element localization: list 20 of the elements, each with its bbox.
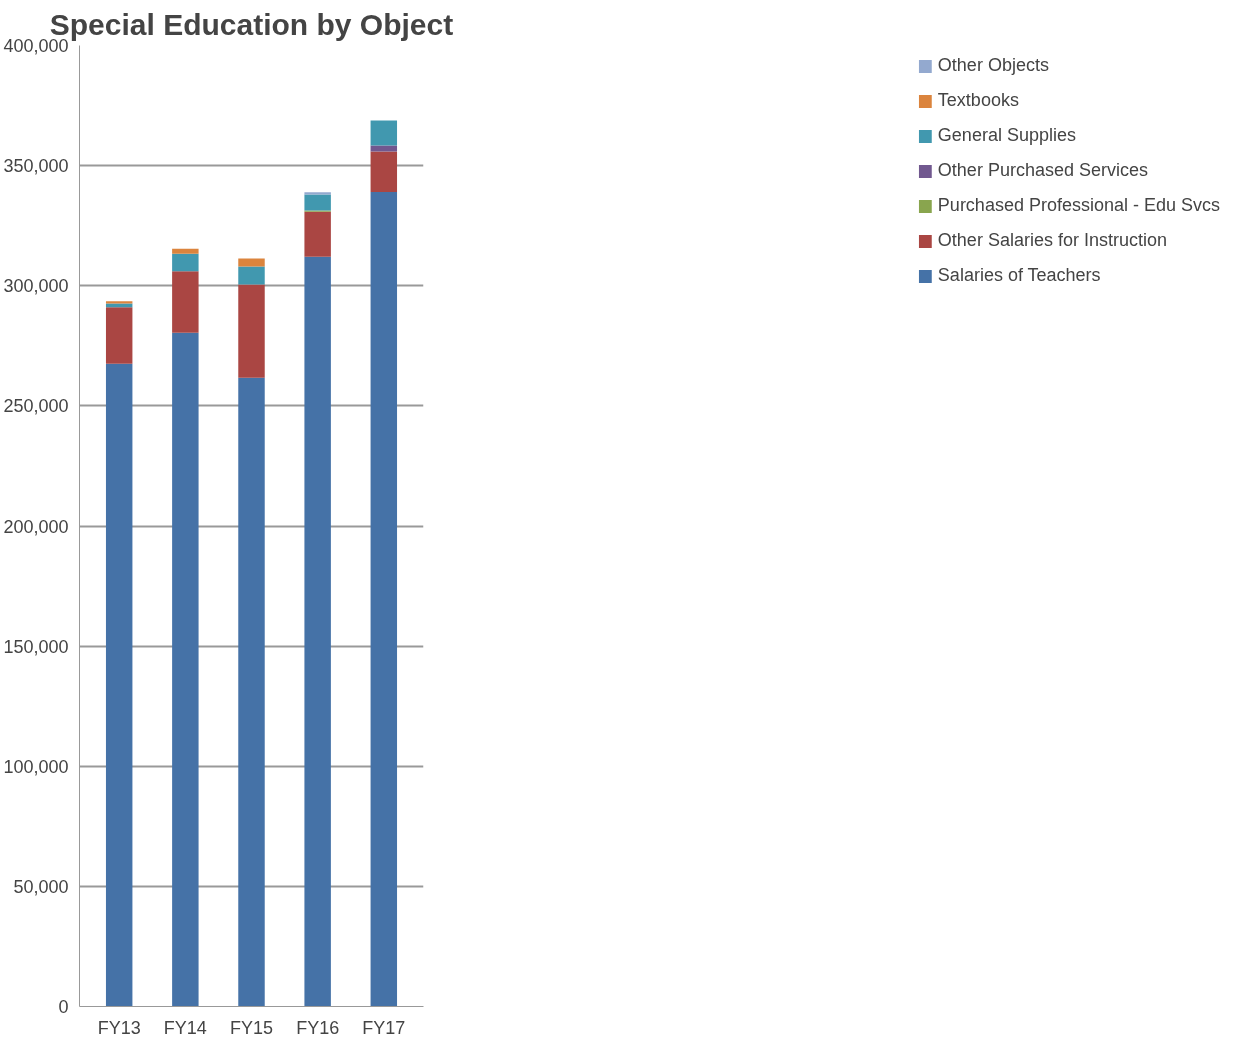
- y-tick-label: 300,000: [3, 276, 69, 297]
- legend-label: Salaries of Teachers: [937, 265, 1101, 286]
- y-tick-label: 100,000: [3, 756, 69, 777]
- x-tick-label: FY14: [163, 1017, 207, 1038]
- x-tick-label: FY17: [362, 1017, 406, 1038]
- legend-label: Other Purchased Services: [937, 160, 1148, 181]
- y-tick-label: 250,000: [3, 396, 69, 417]
- x-tick-label: FY15: [229, 1017, 274, 1038]
- y-tick-label: 150,000: [3, 636, 69, 657]
- legend-label: General Supplies: [937, 125, 1076, 146]
- x-tick-label: FY13: [97, 1017, 141, 1038]
- legend-label: Other Salaries for Instruction: [937, 230, 1167, 251]
- y-tick-label: 200,000: [3, 516, 69, 537]
- y-tick-label: 0: [58, 997, 69, 1017]
- y-tick-label: 50,000: [13, 876, 69, 897]
- x-tick-label: FY16: [296, 1017, 340, 1038]
- legend-label: Textbooks: [937, 90, 1019, 111]
- legend-label: Other Objects: [937, 55, 1049, 76]
- y-tick-label: 350,000: [3, 156, 69, 177]
- legend-label: Purchased Professional - Edu Svcs: [937, 195, 1220, 216]
